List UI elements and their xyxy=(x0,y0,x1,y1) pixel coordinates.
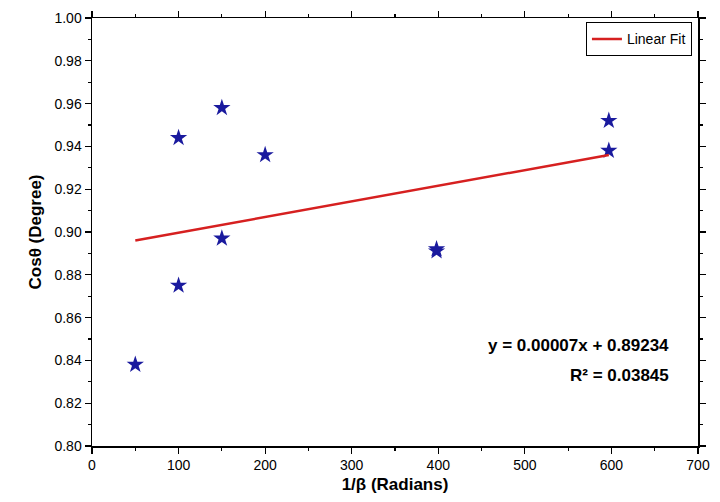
svg-text:0.86: 0.86 xyxy=(54,310,81,326)
svg-text:500: 500 xyxy=(513,457,537,473)
svg-text:300: 300 xyxy=(340,457,364,473)
svg-text:0.84: 0.84 xyxy=(54,352,81,368)
svg-text:0.88: 0.88 xyxy=(54,267,81,283)
svg-text:R² = 0.03845: R² = 0.03845 xyxy=(570,366,669,385)
svg-text:100: 100 xyxy=(167,457,191,473)
svg-text:1/β (Radians): 1/β (Radians) xyxy=(342,475,449,494)
svg-text:Linear Fit: Linear Fit xyxy=(627,31,685,47)
svg-text:0.92: 0.92 xyxy=(54,181,81,197)
svg-text:y = 0.00007x + 0.89234: y = 0.00007x + 0.89234 xyxy=(488,336,669,355)
svg-text:0.90: 0.90 xyxy=(54,224,81,240)
svg-text:0.98: 0.98 xyxy=(54,53,81,69)
svg-text:600: 600 xyxy=(600,457,624,473)
svg-text:400: 400 xyxy=(427,457,451,473)
svg-text:0.94: 0.94 xyxy=(54,138,81,154)
svg-text:0: 0 xyxy=(88,457,96,473)
svg-text:0.80: 0.80 xyxy=(54,438,81,454)
svg-text:Cosθ (Degree): Cosθ (Degree) xyxy=(26,175,45,290)
svg-text:0.96: 0.96 xyxy=(54,96,81,112)
svg-text:1.00: 1.00 xyxy=(54,10,81,26)
svg-text:700: 700 xyxy=(686,457,710,473)
svg-text:0.82: 0.82 xyxy=(54,395,81,411)
svg-text:200: 200 xyxy=(253,457,277,473)
